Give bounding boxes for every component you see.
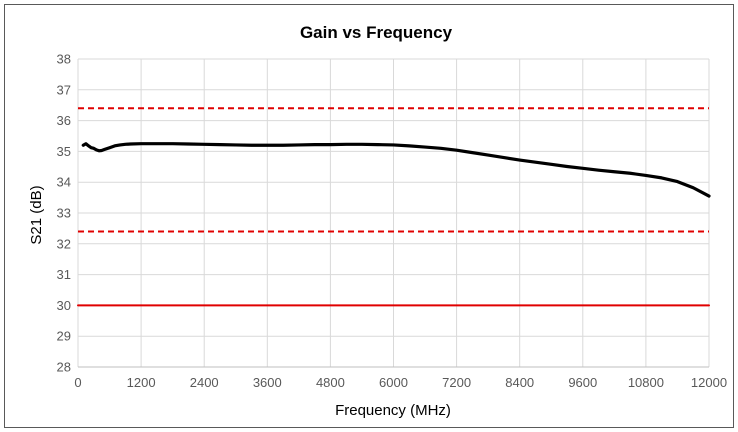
y-tick-label: 32 xyxy=(57,236,71,251)
y-tick-label: 36 xyxy=(57,113,71,128)
x-tick-label: 6000 xyxy=(379,375,408,390)
grid-lines xyxy=(77,58,710,368)
y-tick-label: 31 xyxy=(57,267,71,282)
x-tick-label: 9600 xyxy=(568,375,597,390)
x-tick-label: 10800 xyxy=(628,375,664,390)
x-tick-label: 1200 xyxy=(127,375,156,390)
y-axis-title: S21 (dB) xyxy=(28,185,45,244)
x-tick-label: 7200 xyxy=(442,375,471,390)
gain-chart: Gain vs Frequency 28 29 30 31 32 33 34 35 36 37 38… xyxy=(28,23,727,419)
y-tick-label: 29 xyxy=(57,329,71,344)
y-tick-label: 30 xyxy=(57,298,71,313)
y-tick-label: 37 xyxy=(57,82,71,97)
gain-curve xyxy=(81,142,711,198)
y-tick-label: 35 xyxy=(57,144,71,159)
y-tick-label: 33 xyxy=(57,206,71,221)
chart-title: Gain vs Frequency xyxy=(300,23,453,42)
y-tick-label: 28 xyxy=(57,360,71,375)
chart-frame: Gain vs Frequency 28 29 30 31 32 33 34 35 36 37 38… xyxy=(4,4,734,428)
x-tick-label: 8400 xyxy=(505,375,534,390)
y-tick-label: 34 xyxy=(57,175,71,190)
x-tick-label: 2400 xyxy=(190,375,219,390)
x-tick-label: 3600 xyxy=(253,375,282,390)
y-tick-label: 38 xyxy=(57,52,71,67)
x-tick-label: 4800 xyxy=(316,375,345,390)
x-axis-title: Frequency (MHz) xyxy=(335,402,451,419)
x-tick-labels: 0 1200 2400 3600 4800 6000 7200 8400 9600 10800 12… xyxy=(74,375,727,390)
series-layer xyxy=(77,107,711,307)
x-tick-label: 12000 xyxy=(691,375,727,390)
x-tick-label: 0 xyxy=(74,375,81,390)
y-tick-labels: 28 29 30 31 32 33 34 35 36 37 38 xyxy=(57,52,71,375)
